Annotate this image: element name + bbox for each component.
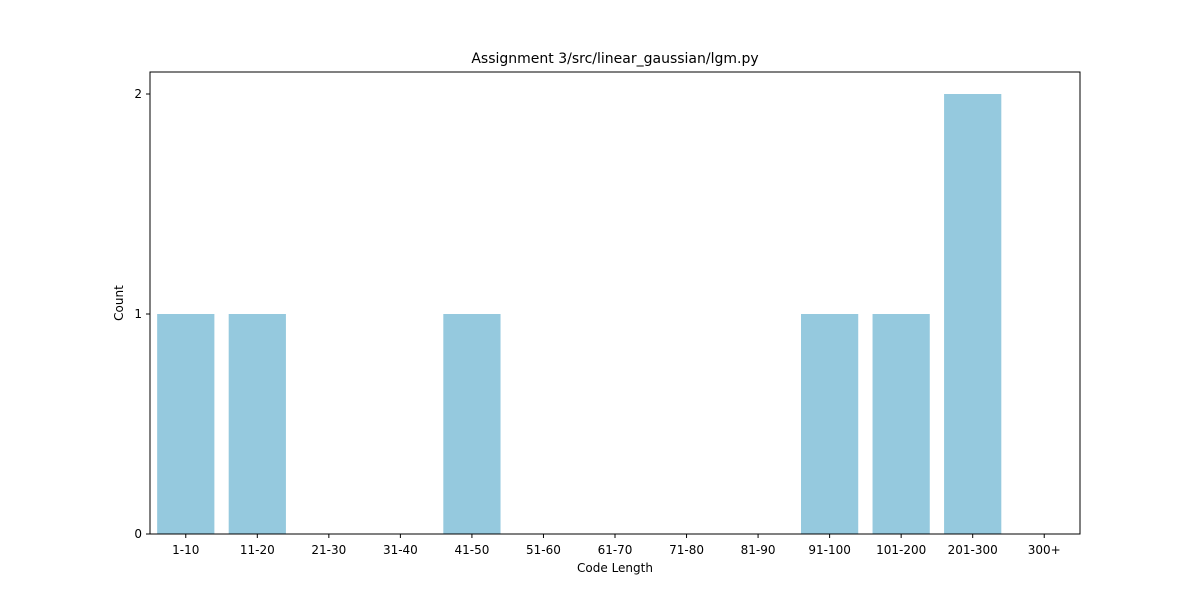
x-tick-label: 71-80	[669, 543, 704, 557]
x-tick-label: 81-90	[741, 543, 776, 557]
x-tick-label: 1-10	[172, 543, 199, 557]
x-tick-label: 61-70	[598, 543, 633, 557]
bar-11-20	[228, 314, 286, 534]
x-tick-label: 31-40	[383, 543, 418, 557]
x-axis-label: Code Length	[577, 561, 653, 575]
plot-frame	[149, 71, 1081, 535]
x-tick-label: 51-60	[526, 543, 561, 557]
bar-101-200	[872, 314, 930, 534]
bar-41-50	[443, 314, 501, 534]
x-tick-label: 91-100	[808, 543, 851, 557]
x-tick-label: 300+	[1028, 543, 1061, 557]
bar-1-10	[157, 314, 215, 534]
chart-title: Assignment 3/src/linear_gaussian/lgm.py	[471, 51, 758, 67]
x-tick-label: 21-30	[311, 543, 346, 557]
x-tick-label: 41-50	[454, 543, 489, 557]
bar-91-100	[801, 314, 859, 534]
x-tick-label: 101-200	[876, 543, 926, 557]
bar-201-300	[944, 94, 1002, 534]
bars-group	[157, 94, 1002, 534]
y-tick-label: 0	[134, 527, 142, 541]
x-axis: 1-10 11-20 21-30 31-40 41-50 51-60 61-70 71-80 8…	[172, 534, 1061, 557]
y-tick-label: 1	[134, 307, 142, 321]
y-axis: 0 1 2	[134, 87, 150, 541]
y-axis-label: Count	[112, 285, 126, 321]
x-tick-label: 11-20	[240, 543, 275, 557]
y-tick-label: 2	[134, 87, 142, 101]
x-tick-label: 201-300	[948, 543, 998, 557]
